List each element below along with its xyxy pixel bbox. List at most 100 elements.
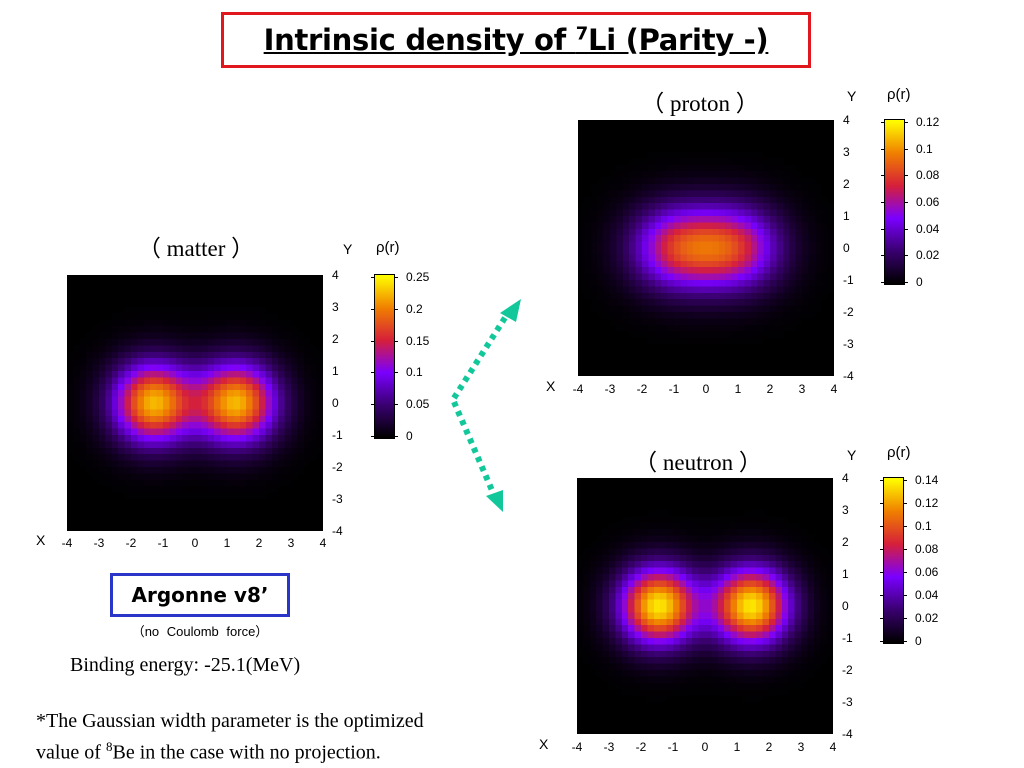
colorbar-tick-label: 0.12 xyxy=(916,115,940,129)
colorbar-tick-mark xyxy=(394,436,398,437)
y-tick-label: 4 xyxy=(843,113,850,127)
arrow-to-neutron-head xyxy=(486,490,503,512)
colorbar-tick-mark xyxy=(903,480,907,481)
colorbar-tick-label: 0.12 xyxy=(915,496,939,510)
heatmap-matter xyxy=(67,275,323,531)
y-tick-label: -4 xyxy=(842,727,853,741)
colorbar-tick-mark xyxy=(881,255,885,257)
colorbar-tick-label: 0.25 xyxy=(406,270,430,284)
colorbar-neutron xyxy=(883,477,904,644)
colorbar-tick-mark xyxy=(903,503,907,504)
colorbar-proton xyxy=(884,119,905,285)
x-tick-label: 4 xyxy=(830,382,838,396)
colorbar-tick-mark xyxy=(881,175,885,177)
x-tick-label: 2 xyxy=(765,740,773,754)
x-tick-label: 3 xyxy=(287,536,295,550)
colorbar-tick-mark xyxy=(371,308,375,310)
y-tick-label: -4 xyxy=(843,369,854,383)
colorbar-tick-mark xyxy=(881,202,885,203)
colorbar-tick-mark xyxy=(904,282,908,283)
x-axis-label: X xyxy=(36,532,46,548)
colorbar-tick-label: 0 xyxy=(915,634,922,648)
model-box: Argonne v8’ xyxy=(110,573,290,617)
y-axis-label: Y xyxy=(847,88,857,104)
colorbar-tick-label: 0.1 xyxy=(916,141,933,156)
colorbar-tick-mark xyxy=(880,618,884,619)
colorbar-tick-label: 0.04 xyxy=(915,588,939,602)
colorbar-tick-label: 0.08 xyxy=(916,168,940,183)
x-tick-label: -3 xyxy=(603,740,615,754)
colorbar-tick-mark xyxy=(881,122,885,123)
x-tick-label: 1 xyxy=(223,536,231,550)
heatmap-neutron xyxy=(577,478,833,734)
y-tick-label: 3 xyxy=(843,145,850,159)
y-tick-label: 4 xyxy=(842,471,849,485)
y-tick-label: 3 xyxy=(842,503,849,517)
x-tick-label: 2 xyxy=(766,382,774,396)
colorbar-tick-mark xyxy=(371,277,375,278)
x-tick-label: -1 xyxy=(668,382,680,396)
y-tick-label: -3 xyxy=(842,695,853,709)
colorbar-tick-label: 0.06 xyxy=(916,195,940,209)
colorbar-tick-label: 0 xyxy=(916,275,923,289)
colorbar-label: ρ(r) xyxy=(376,239,400,256)
colorbar-tick-mark xyxy=(880,641,884,642)
footnote: *The Gaussian width parameter is the opt… xyxy=(36,709,424,766)
y-tick-label: -3 xyxy=(843,337,854,351)
y-tick-label: -2 xyxy=(332,460,343,474)
colorbar-tick-label: 0.04 xyxy=(916,221,940,236)
colorbar-tick-mark xyxy=(903,526,907,527)
title-box: Intrinsic density of 7Li (Parity -) xyxy=(221,12,811,68)
colorbar-tick-label: 0.02 xyxy=(915,611,939,625)
x-tick-label: -1 xyxy=(667,740,679,754)
colorbar-tick-mark xyxy=(903,641,907,642)
x-tick-label: -3 xyxy=(93,536,105,550)
y-tick-label: -2 xyxy=(843,305,854,319)
y-tick-label: 0 xyxy=(332,396,339,410)
x-tick-label: -2 xyxy=(635,740,647,754)
x-tick-label: 0 xyxy=(702,382,710,396)
y-tick-label: 0 xyxy=(843,241,850,255)
y-tick-label: 0 xyxy=(842,599,849,613)
colorbar-tick-mark xyxy=(881,148,885,150)
colorbar-tick-mark xyxy=(880,526,884,527)
colorbar-tick-mark xyxy=(904,175,908,177)
colorbar-tick-mark xyxy=(903,595,907,596)
model-label: Argonne v8’ xyxy=(131,583,269,607)
colorbar-tick-mark xyxy=(394,277,398,278)
colorbar-label: ρ(r) xyxy=(887,444,911,461)
arrow-to-neutron-line xyxy=(451,400,497,497)
x-tick-label: 3 xyxy=(797,740,805,754)
y-tick-label: -4 xyxy=(332,524,343,538)
y-tick-label: -1 xyxy=(332,428,343,442)
colorbar-tick-mark xyxy=(904,228,908,230)
y-tick-label: 1 xyxy=(842,567,849,581)
colorbar-tick-mark xyxy=(903,572,907,573)
x-tick-label: 2 xyxy=(255,536,263,550)
colorbar-tick-mark xyxy=(371,372,375,374)
arrow-to-proton-head xyxy=(500,299,521,322)
y-axis-label: Y xyxy=(847,447,857,463)
panel-title-proton: （ proton ） xyxy=(641,91,759,116)
footnote-line-2: value of 8Be in the case with no project… xyxy=(36,739,381,764)
colorbar-tick-label: 0.1 xyxy=(915,519,932,533)
colorbar-tick-label: 0.02 xyxy=(916,248,940,263)
colorbar-tick-mark xyxy=(394,372,398,374)
colorbar-tick-mark xyxy=(880,572,884,573)
y-axis-label: Y xyxy=(343,241,353,257)
colorbar-tick-mark xyxy=(881,228,885,230)
footnote-line-1: *The Gaussian width parameter is the opt… xyxy=(36,710,424,732)
colorbar-label: ρ(r) xyxy=(887,86,911,103)
x-axis-label: X xyxy=(546,378,556,394)
colorbar-tick-mark xyxy=(880,480,884,481)
panel-title-matter: （ matter ） xyxy=(137,236,255,261)
colorbar-tick-mark xyxy=(904,148,908,150)
y-tick-label: -3 xyxy=(332,492,343,506)
colorbar-tick-mark xyxy=(904,122,908,123)
colorbar-tick-mark xyxy=(880,549,884,550)
y-tick-label: 1 xyxy=(332,364,339,378)
page-title: Intrinsic density of 7Li (Parity -) xyxy=(263,23,769,57)
colorbar-tick-mark xyxy=(904,255,908,257)
y-tick-label: 4 xyxy=(332,268,339,282)
